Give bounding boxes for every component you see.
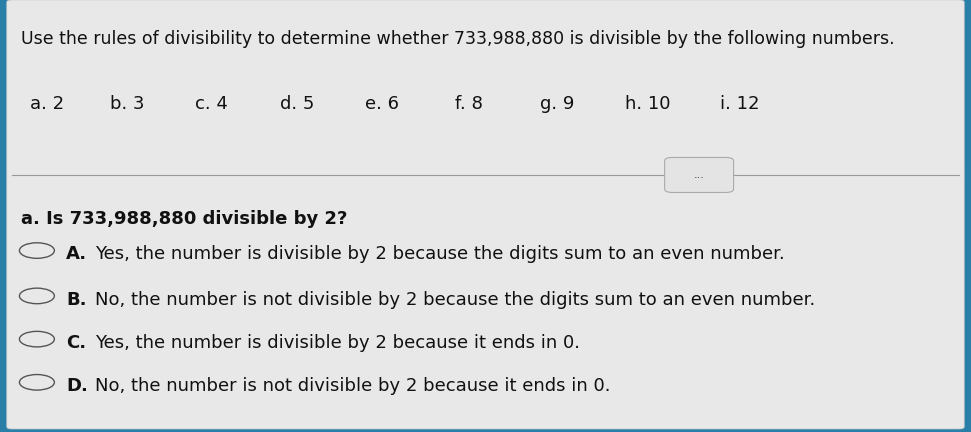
- Text: e. 6: e. 6: [365, 95, 399, 113]
- Text: B.: B.: [66, 291, 86, 309]
- Text: C.: C.: [66, 334, 86, 352]
- Text: b. 3: b. 3: [110, 95, 145, 113]
- Text: c. 4: c. 4: [195, 95, 228, 113]
- Text: Use the rules of divisibility to determine whether 733,988,880 is divisible by t: Use the rules of divisibility to determi…: [21, 30, 895, 48]
- Text: a. Is 733,988,880 divisible by 2?: a. Is 733,988,880 divisible by 2?: [21, 210, 348, 228]
- Text: d. 5: d. 5: [280, 95, 315, 113]
- FancyBboxPatch shape: [7, 0, 964, 429]
- Text: Yes, the number is divisible by 2 because the digits sum to an even number.: Yes, the number is divisible by 2 becaus…: [95, 245, 785, 264]
- Text: a. 2: a. 2: [30, 95, 64, 113]
- Text: h. 10: h. 10: [625, 95, 671, 113]
- Text: No, the number is not divisible by 2 because the digits sum to an even number.: No, the number is not divisible by 2 bec…: [95, 291, 816, 309]
- Text: i. 12: i. 12: [720, 95, 759, 113]
- Text: f. 8: f. 8: [455, 95, 483, 113]
- Text: No, the number is not divisible by 2 because it ends in 0.: No, the number is not divisible by 2 bec…: [95, 377, 611, 395]
- Text: ...: ...: [693, 170, 705, 180]
- Text: g. 9: g. 9: [540, 95, 575, 113]
- FancyBboxPatch shape: [665, 158, 734, 193]
- Text: A.: A.: [66, 245, 87, 264]
- Text: Yes, the number is divisible by 2 because it ends in 0.: Yes, the number is divisible by 2 becaus…: [95, 334, 580, 352]
- Text: D.: D.: [66, 377, 88, 395]
